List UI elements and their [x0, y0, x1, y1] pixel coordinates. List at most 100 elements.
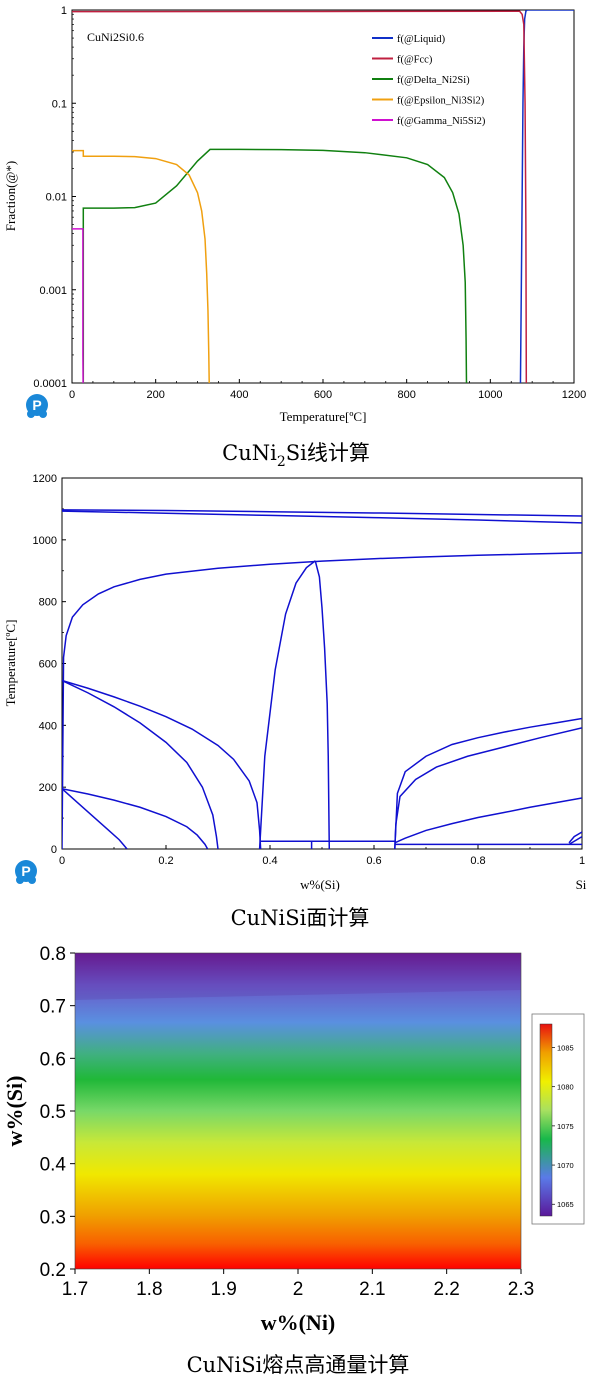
fraction-chart-title: CuNi2Si0.6	[87, 30, 144, 44]
heatmap-field	[75, 953, 521, 1269]
legend-label-gamma: f(@Gamma_Ni5Si2)	[397, 116, 486, 127]
x-tick-label: 1.9	[210, 1279, 236, 1300]
phase-boundary-15	[568, 831, 582, 844]
fraction-series	[72, 10, 574, 383]
phase-boundaries	[62, 509, 582, 849]
phase-boundary-13	[394, 727, 582, 849]
colorbar-ticks: 1085 1080 1075 1070 1065	[552, 1044, 574, 1209]
phase-boundary-3	[62, 679, 262, 849]
heatmap-y-ticks: 0.2 0.3 0.4 0.5 0.6 0.7 0.8	[40, 944, 75, 1281]
legend-label-fcc: f(@Fcc)	[397, 55, 433, 66]
fraction-caption: CuNi2Si线计算	[222, 441, 370, 470]
legend-label-epsilon: f(@Epsilon_Ni3Si2)	[397, 96, 485, 107]
series-line-delta	[82, 148, 468, 383]
phase-plot-frame	[61, 477, 583, 850]
y-tick-label: 1200	[33, 473, 57, 485]
phase-boundary-0	[62, 509, 582, 517]
y-tick-label: 0	[51, 844, 57, 856]
x-tick-label: 200	[146, 389, 164, 401]
y-tick-label: 0.1	[52, 98, 67, 110]
x-tick-label: 2.3	[508, 1279, 534, 1300]
x-tick-label: 0.2	[158, 855, 173, 867]
x-tick-label: 0	[59, 855, 65, 867]
series-line-fcc	[72, 10, 528, 383]
y-tick-label: 0.3	[40, 1207, 66, 1228]
phase-diagram-chart: 0 0.2 0.4 0.6 0.8 1 0 200 400 600 800 1000 1200 w%(…	[3, 473, 587, 930]
heatmap-y-label: w%(Si)	[2, 1076, 27, 1147]
x-tick-label: 0	[69, 389, 75, 401]
phase-x-ticks: 0 0.2 0.4 0.6 0.8 1	[59, 845, 585, 867]
phase-boundary-16	[568, 835, 582, 846]
x-tick-label: 1.8	[136, 1279, 162, 1300]
y-tick-label: 400	[39, 720, 57, 732]
heatmap-caption: CuNiSi熔点高通量计算	[187, 1353, 410, 1377]
phase-boundary-8	[314, 560, 331, 849]
logo-letter: P	[21, 863, 30, 879]
y-tick-label: 0.8	[40, 944, 66, 965]
heatmap-x-ticks: 1.7 1.8 1.9 2 2.1 2.2 2.3	[62, 1269, 534, 1300]
colorbar-tick-label: 1070	[557, 1161, 574, 1170]
fraction-chart: 0 200 400 600 800 1000 1200 1 0.1 0.01 0.001 0.000…	[3, 5, 586, 470]
colorbar-tick-label: 1080	[557, 1083, 574, 1092]
phase-boundary-12	[394, 717, 582, 849]
x-tick-label: 0.8	[470, 855, 485, 867]
y-tick-label: 600	[39, 659, 57, 671]
fraction-y-ticks: 1 0.1 0.01 0.001 0.0001	[33, 5, 76, 390]
phase-boundary-5	[62, 787, 209, 849]
phase-corner-label: Si	[576, 877, 587, 892]
x-tick-label: 1	[579, 855, 585, 867]
colorbar-tick-label: 1085	[557, 1044, 574, 1053]
colorbar-tick-label: 1065	[557, 1200, 574, 1209]
fraction-x-ticks: 0 200 400 600 800 1000 1200	[69, 379, 586, 401]
y-tick-label: 200	[39, 782, 57, 794]
x-tick-label: 400	[230, 389, 248, 401]
phase-boundary-7	[258, 560, 316, 849]
y-tick-label: 800	[39, 597, 57, 609]
series-line-epsilon	[72, 149, 210, 383]
y-tick-label: 1	[61, 5, 67, 17]
x-tick-label: 800	[397, 389, 415, 401]
heatmap-shade	[75, 953, 521, 1000]
x-tick-label: 0.4	[262, 855, 277, 867]
y-tick-label: 0.5	[40, 1102, 66, 1123]
x-tick-label: 2	[293, 1279, 304, 1300]
y-tick-label: 0.6	[40, 1049, 66, 1070]
colorbar	[539, 1023, 553, 1217]
phase-x-label: w%(Si)	[300, 877, 340, 892]
phase-caption: CuNiSi面计算	[231, 906, 370, 930]
x-tick-label: 2.1	[359, 1279, 385, 1300]
heatmap-x-label: w%(Ni)	[261, 1310, 336, 1335]
phase-boundary-2	[62, 552, 582, 849]
phase-boundary-6	[62, 788, 128, 849]
melting-point-heatmap: 1.7 1.8 1.9 2 2.1 2.2 2.3 0.20.30.40.50.60.70.…	[2, 944, 585, 1377]
pandat-logo-icon: P	[15, 860, 37, 884]
y-tick-label: 0.4	[40, 1155, 67, 1176]
y-tick-label: 1000	[33, 535, 57, 547]
y-tick-label: 0.0001	[33, 378, 67, 390]
legend-label-liquid: f(@Liquid)	[397, 34, 446, 45]
x-tick-label: 600	[314, 389, 332, 401]
fraction-legend: f(@Liquid) f(@Fcc) f(@Delta_Ni2Si) f(@Epsil…	[372, 34, 486, 127]
legend-label-delta: f(@Delta_Ni2Si)	[397, 75, 470, 86]
phase-y-label: Temperature[ºC]	[3, 620, 18, 707]
fraction-y-label: Fraction(@*)	[3, 161, 18, 231]
phase-boundary-4	[62, 679, 219, 849]
pandat-logo-icon: P	[26, 394, 48, 418]
x-tick-label: 1.7	[62, 1279, 88, 1300]
y-tick-label: 0.001	[39, 285, 67, 297]
y-tick-label: 0.7	[40, 997, 66, 1018]
fraction-x-label: Temperature[ºC]	[280, 409, 367, 424]
x-tick-label: 0.6	[366, 855, 381, 867]
x-tick-label: 2.2	[433, 1279, 459, 1300]
x-tick-label: 1200	[562, 389, 586, 401]
y-tick-label: 0.2	[40, 1260, 66, 1281]
phase-boundary-1	[62, 510, 582, 524]
x-tick-label: 1000	[478, 389, 502, 401]
phase-y-ticks: 0 200 400 600 800 1000 1200	[33, 473, 66, 856]
colorbar-tick-label: 1075	[557, 1122, 574, 1131]
fraction-plot-frame	[71, 9, 575, 384]
y-tick-label: 0.01	[46, 192, 67, 204]
series-line-gamma	[72, 228, 84, 383]
phase-boundary-14	[394, 797, 582, 844]
